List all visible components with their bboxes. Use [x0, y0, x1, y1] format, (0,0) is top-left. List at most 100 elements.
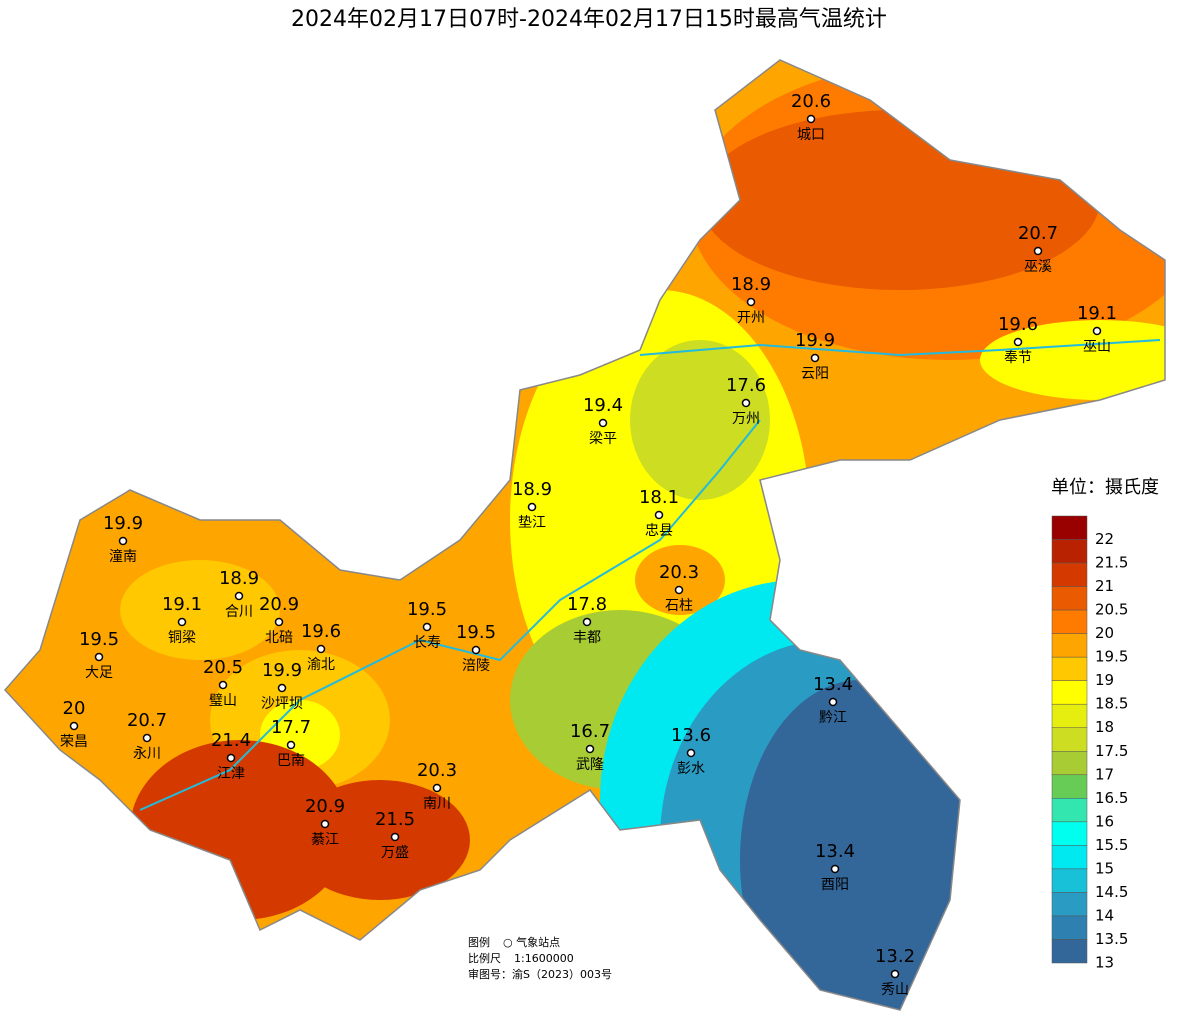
- footer-text: ○ 气象站点: [503, 935, 560, 949]
- station-value: 20.7: [127, 710, 167, 731]
- legend-label: 16.5: [1095, 789, 1128, 807]
- legend-swatch: [1051, 515, 1088, 540]
- station-name: 云阳: [801, 366, 829, 382]
- station-name: 合川: [225, 604, 253, 620]
- station-marker: [177, 617, 187, 627]
- station-name: 渝北: [307, 657, 335, 673]
- station-marker: [1033, 246, 1043, 256]
- station-value: 20.6: [791, 91, 831, 112]
- river: [139, 419, 761, 811]
- station-marker: [320, 819, 330, 829]
- legend-swatch: [1051, 892, 1088, 917]
- legend-label: 22: [1095, 530, 1114, 548]
- station-marker: [390, 832, 400, 842]
- legend-swatch: [1051, 703, 1088, 728]
- station-name: 垫江: [518, 515, 546, 531]
- legend-label: 20: [1095, 624, 1114, 642]
- legend-swatch: [1051, 562, 1088, 587]
- station-value: 19.6: [301, 621, 341, 642]
- station-value: 20: [63, 698, 86, 719]
- station-name: 永川: [133, 746, 161, 762]
- station-value: 19.5: [407, 599, 447, 620]
- station-marker: [218, 680, 228, 690]
- legend-label: 14.5: [1095, 883, 1128, 901]
- station-marker: [226, 753, 236, 763]
- station-marker: [432, 783, 442, 793]
- station-value: 20.7: [1018, 223, 1058, 244]
- station-value: 18.9: [219, 568, 259, 589]
- legend-swatch: [1051, 868, 1088, 893]
- station-name: 黔江: [819, 710, 847, 726]
- footer: 图例 ○ 气象站点 比例尺 1:1600000 审图号：渝S（2023）003号: [468, 935, 612, 981]
- station-marker: [654, 510, 664, 520]
- station-marker: [741, 398, 751, 408]
- station-value: 19.1: [1077, 303, 1117, 324]
- station-value: 20.5: [203, 657, 243, 678]
- legend-swatch: [1051, 680, 1088, 705]
- legend-label: 13.5: [1095, 930, 1128, 948]
- legend-label: 17: [1095, 765, 1114, 783]
- title: 2024年02月17日07时-2024年02月17日15时最高气温统计: [291, 7, 887, 32]
- legend-swatch: [1051, 727, 1088, 752]
- station-value: 21.4: [211, 730, 251, 751]
- legend-label: 15: [1095, 859, 1114, 877]
- station-marker: [582, 617, 592, 627]
- station-value: 13.4: [815, 841, 855, 862]
- legend-swatch: [1051, 539, 1088, 564]
- station-name: 涪陵: [462, 658, 490, 674]
- station-marker: [69, 721, 79, 731]
- station-marker: [1013, 337, 1023, 347]
- station-name: 万州: [732, 411, 760, 427]
- station-name: 长寿: [413, 634, 441, 651]
- legend-label: 14: [1095, 906, 1114, 924]
- station-name: 石柱: [665, 598, 693, 614]
- dynamic-layer: 22 21.5 21 20.5 20 19.5 19 18.5 18 17.5 17 16.5 16 15…: [60, 91, 1128, 998]
- station-value: 19.5: [456, 622, 496, 643]
- station-value: 18.9: [512, 479, 552, 500]
- legend-swatch: [1051, 633, 1088, 658]
- station-name: 璧山: [209, 692, 237, 709]
- station-marker: [527, 502, 537, 512]
- legend-swatch: [1051, 774, 1088, 799]
- station-marker: [585, 744, 595, 754]
- station-name: 丰都: [573, 630, 601, 646]
- station-value: 20.3: [659, 562, 699, 583]
- station-marker: [422, 622, 432, 632]
- station-name: 酉阳: [821, 877, 849, 893]
- station-value: 19.9: [262, 660, 302, 681]
- station-name: 巫溪: [1024, 259, 1052, 275]
- station-marker: [746, 297, 756, 307]
- station-name: 沙坪坝: [261, 696, 303, 712]
- legend-title: 单位：摄氏度: [1051, 477, 1159, 498]
- legend-label: 18: [1095, 718, 1114, 736]
- station-marker: [316, 644, 326, 654]
- station-value: 17.6: [726, 375, 766, 396]
- station-name: 开州: [737, 310, 765, 326]
- station-name: 铜梁: [168, 630, 196, 646]
- station-marker: [686, 748, 696, 758]
- legend-label: 16: [1095, 812, 1114, 830]
- station-marker: [828, 697, 838, 707]
- station-marker: [830, 864, 840, 874]
- station-marker: [598, 418, 608, 428]
- river: [639, 339, 1161, 357]
- station-marker: [118, 536, 128, 546]
- station-name: 巫山: [1083, 339, 1111, 355]
- station-value: 19.4: [583, 395, 623, 416]
- station-marker: [1092, 326, 1102, 336]
- legend-label: 18.5: [1095, 695, 1128, 713]
- station-value: 19.9: [795, 330, 835, 351]
- station-marker: [277, 683, 287, 693]
- station-name: 荣昌: [60, 734, 88, 750]
- station-value: 19.6: [998, 314, 1038, 335]
- station-value: 16.7: [570, 721, 610, 742]
- station-marker: [274, 617, 284, 627]
- station-value: 17.8: [567, 594, 607, 615]
- station-name: 彭水: [677, 761, 705, 777]
- station-value: 21.5: [375, 809, 415, 830]
- legend-swatch: [1051, 845, 1088, 870]
- station-name: 万盛: [381, 845, 409, 861]
- legend-label: 15.5: [1095, 836, 1128, 854]
- station-marker: [142, 733, 152, 743]
